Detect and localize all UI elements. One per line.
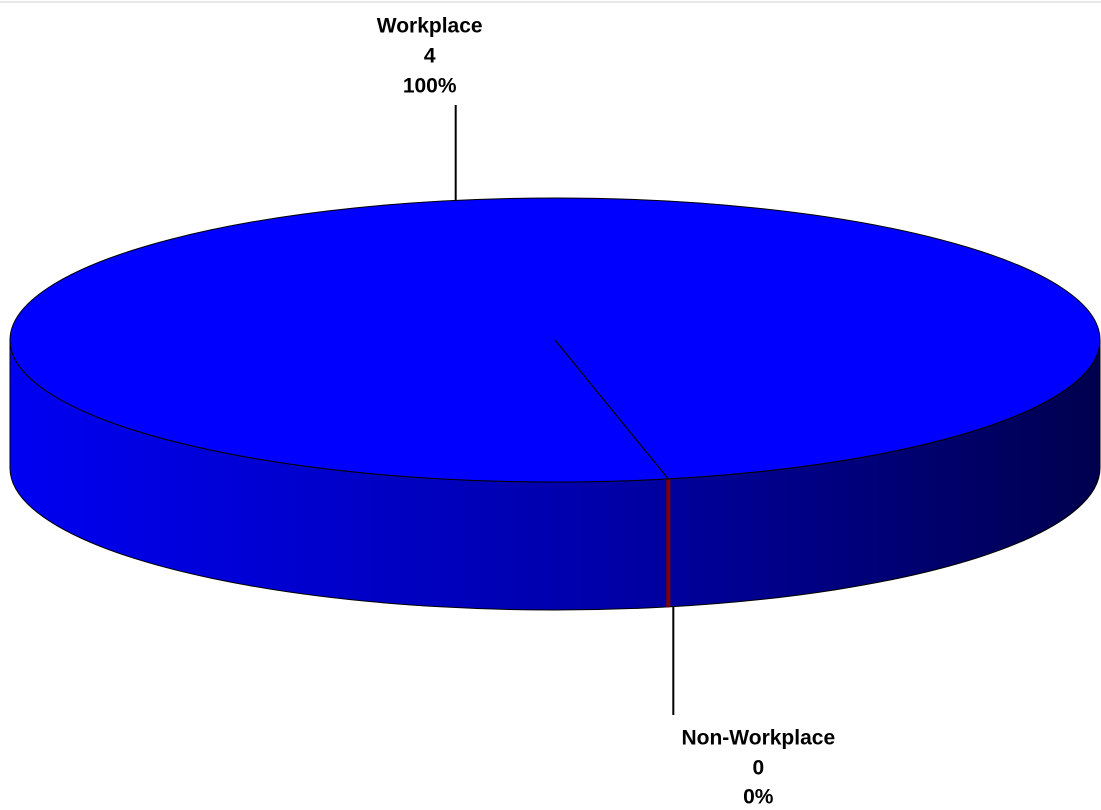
slice-label: Non-Workplace xyxy=(681,727,835,750)
pie: Workplace 4 100% Non-Workplace 0 0% xyxy=(9,15,1101,809)
slice-value: 0 xyxy=(752,757,764,780)
slice-percent: 0% xyxy=(743,786,774,809)
slice-value: 4 xyxy=(424,45,436,68)
slice-label: Workplace xyxy=(377,15,483,38)
slice-percent: 100% xyxy=(403,75,457,98)
